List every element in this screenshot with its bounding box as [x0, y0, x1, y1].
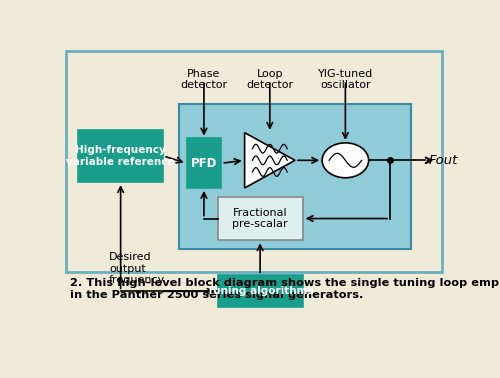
- FancyBboxPatch shape: [78, 130, 163, 182]
- FancyBboxPatch shape: [218, 197, 303, 240]
- FancyBboxPatch shape: [66, 51, 442, 273]
- Text: 2. This high-level block diagram shows the single tuning loop employed
in the Pa: 2. This high-level block diagram shows t…: [70, 278, 500, 300]
- Text: Tuning algorithms: Tuning algorithms: [207, 286, 314, 296]
- FancyBboxPatch shape: [179, 104, 411, 249]
- Circle shape: [322, 143, 368, 178]
- Text: High-frequency
variable reference: High-frequency variable reference: [66, 145, 175, 167]
- FancyBboxPatch shape: [186, 138, 222, 188]
- Text: Fractional
pre-scalar: Fractional pre-scalar: [232, 208, 288, 229]
- Text: YIG-tuned
oscillator: YIG-tuned oscillator: [318, 69, 373, 90]
- Text: Fout: Fout: [428, 154, 458, 167]
- Text: Phase
detector: Phase detector: [180, 69, 228, 90]
- Polygon shape: [244, 133, 295, 188]
- FancyBboxPatch shape: [218, 275, 303, 307]
- Text: PFD: PFD: [191, 157, 217, 170]
- Text: Loop
detector: Loop detector: [246, 69, 294, 90]
- Text: Desired
output
frequency: Desired output frequency: [109, 252, 165, 285]
